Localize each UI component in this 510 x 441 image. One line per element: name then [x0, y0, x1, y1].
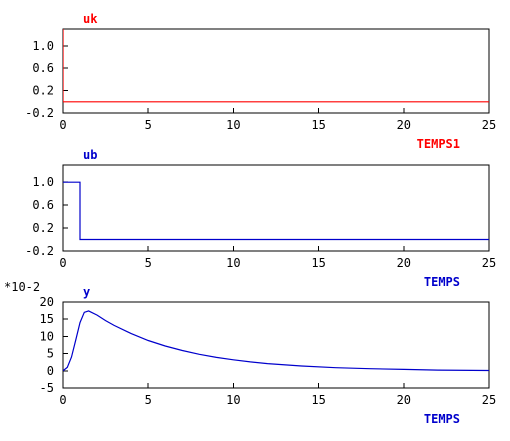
chart-panel-2: 0 5 10 15 20 25 1.0 0.6 0.2 -0.2 ub TEMPS — [25, 148, 496, 289]
x-tick-label: 10 — [226, 256, 240, 270]
chart-panel-3: 0 5 10 15 20 25 20 15 10 5 0 -5 y TEMPS *10-2 — [4, 280, 496, 426]
y-tick-label: 0.6 — [32, 61, 54, 75]
x-axis-label: TEMPS1 — [417, 137, 460, 151]
y-multiplier: *10-2 — [4, 280, 40, 294]
y-tick-label: 0.6 — [32, 198, 54, 212]
x-tick-label: 25 — [482, 118, 496, 132]
x-tick-label: 10 — [226, 118, 240, 132]
y-tick-label: 0.2 — [32, 84, 54, 98]
series-line — [63, 310, 489, 372]
y-tick-label: 15 — [40, 312, 54, 326]
x-tick-label: 15 — [311, 256, 325, 270]
y-tick-label: 0 — [47, 364, 54, 378]
x-tick-label: 10 — [226, 393, 240, 407]
chart-panel-1: 0 5 10 15 20 25 1.0 0.6 0.2 -0.2 uk TEMPS1 — [25, 12, 496, 151]
chart-title: y — [83, 285, 90, 299]
x-tick-label: 25 — [482, 256, 496, 270]
x-tick-label: 20 — [397, 393, 411, 407]
x-axis-label: TEMPS — [424, 412, 460, 426]
y-tick-label: -0.2 — [25, 244, 54, 258]
x-tick-label: 0 — [59, 393, 66, 407]
y-tick-label: 10 — [40, 329, 54, 343]
y-tick-label: 1.0 — [32, 175, 54, 189]
y-tick-label: -5 — [40, 381, 54, 395]
chart-title: uk — [83, 12, 98, 26]
x-tick-label: 0 — [59, 118, 66, 132]
x-tick-label: 15 — [311, 118, 325, 132]
chart-title: ub — [83, 148, 97, 162]
x-tick-label: 5 — [145, 118, 152, 132]
y-tick-label: 0.2 — [32, 221, 54, 235]
y-tick-label: -0.2 — [25, 106, 54, 120]
x-tick-label: 5 — [145, 256, 152, 270]
x-tick-label: 5 — [145, 393, 152, 407]
plot-frame — [62, 164, 490, 252]
x-axis-label: TEMPS — [424, 275, 460, 289]
y-tick-label: 5 — [47, 347, 54, 361]
y-tick-label: 20 — [40, 295, 54, 309]
x-tick-label: 20 — [397, 256, 411, 270]
series-line — [63, 29, 489, 103]
x-tick-label: 20 — [397, 118, 411, 132]
series-line — [63, 181, 489, 241]
plot-frame — [62, 28, 490, 114]
x-tick-label: 25 — [482, 393, 496, 407]
y-tick-label: 1.0 — [32, 39, 54, 53]
x-tick-label: 15 — [311, 393, 325, 407]
x-tick-label: 0 — [59, 256, 66, 270]
plot-frame — [62, 301, 490, 389]
